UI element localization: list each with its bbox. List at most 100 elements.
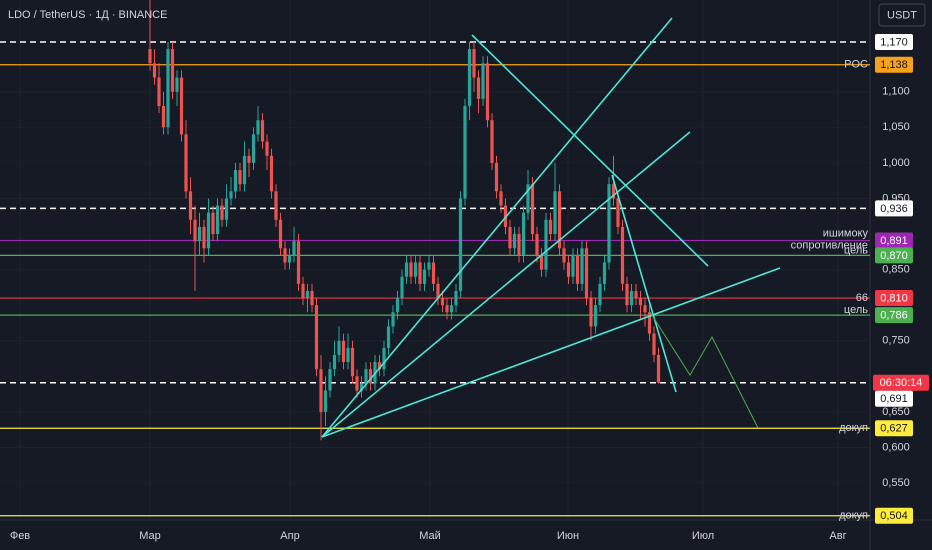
current-price-tag: 0,691 — [880, 393, 908, 405]
candle-body — [413, 262, 418, 277]
candle-body — [256, 120, 260, 135]
countdown-bg — [873, 374, 929, 391]
candle-body — [382, 347, 386, 370]
candle-body — [647, 312, 652, 334]
candle-body — [224, 198, 229, 220]
x-tick-label: Июн — [557, 530, 579, 542]
candle-body — [400, 276, 404, 299]
candle-body — [517, 234, 521, 256]
candle-body — [643, 305, 647, 313]
level-price-tag: 1,170 — [880, 36, 908, 48]
candle-body — [323, 390, 328, 412]
candle-body — [589, 298, 593, 327]
candle-body — [526, 184, 530, 213]
candle-body — [620, 226, 625, 284]
candle-body — [260, 120, 265, 142]
candle-body — [436, 283, 440, 299]
x-tick-label: Май — [419, 530, 441, 542]
candle-body — [607, 184, 611, 263]
candle-body — [431, 262, 436, 284]
level-price-tag: 0,936 — [880, 203, 908, 215]
level-price-tag: 1,138 — [880, 59, 908, 71]
trendline — [471, 34, 709, 267]
currency-button-label[interactable]: USDT — [887, 9, 917, 21]
candle-body — [287, 255, 292, 263]
level-price-tag-bg — [875, 307, 913, 324]
level-price-tag-bg — [875, 33, 913, 50]
chart-title: LDO / TetherUS · 1Д · BINANCE — [8, 9, 167, 21]
candle-body — [449, 305, 454, 313]
candle-body — [179, 77, 184, 135]
candle-body — [188, 191, 193, 220]
level-price-tag: 0,786 — [880, 310, 908, 322]
level-price-tag: 0,810 — [880, 292, 908, 304]
candle-body — [193, 219, 197, 242]
level-price-tag-bg — [875, 420, 913, 437]
candle-body — [562, 248, 566, 263]
candle-body — [422, 269, 427, 284]
trendline — [611, 174, 677, 393]
candle-body — [355, 376, 359, 391]
candle-body — [454, 290, 458, 306]
y-tick-label: 1,000 — [882, 157, 910, 169]
x-tick-label: Июл — [692, 530, 714, 542]
candle-body — [535, 234, 539, 256]
candle-body — [494, 162, 499, 192]
trendline — [321, 17, 673, 438]
candle-body — [269, 155, 274, 192]
candle-body — [292, 241, 296, 256]
y-tick-label: 0,850 — [882, 264, 910, 276]
current-price-tag-bg — [875, 390, 913, 407]
trendline — [321, 131, 691, 438]
candle-body — [521, 212, 526, 256]
levels: POCишимокусопротивлениецель66цельдокупдо… — [0, 41, 870, 522]
projection-path — [649, 311, 759, 429]
candle-body — [544, 219, 548, 270]
level-price-tag-bg — [875, 232, 913, 249]
level-price-tag-bg — [875, 507, 913, 524]
x-tick-label: Фев — [10, 530, 30, 542]
candle-body — [629, 290, 634, 306]
candle-body — [553, 191, 557, 235]
axes: 1,1001,0501,0000,9500,8500,7500,6500,600… — [10, 33, 929, 542]
candle-body — [278, 219, 283, 249]
candle-body — [346, 347, 350, 363]
level-text: ишимоку — [823, 227, 869, 239]
candle-body — [584, 248, 589, 299]
candle-body — [472, 49, 476, 78]
candle-body — [467, 49, 472, 106]
x-tick-label: Апр — [280, 530, 299, 542]
level-text: докуп — [839, 510, 868, 522]
candle-body — [305, 290, 310, 299]
candle-body — [440, 298, 445, 306]
candle-body — [184, 134, 188, 192]
candle-body — [161, 105, 166, 128]
level-price-tag: 0,891 — [880, 235, 908, 247]
candle-body — [332, 354, 337, 370]
candle-body — [170, 49, 175, 92]
candle-body — [220, 205, 224, 220]
x-tick-label: Мар — [139, 530, 161, 542]
candle-body — [512, 234, 517, 249]
candle-body — [638, 298, 643, 306]
candle-body — [211, 212, 215, 235]
candle-body — [458, 198, 463, 291]
candle-body — [593, 305, 598, 327]
candle-body — [274, 191, 278, 220]
candle-body — [148, 49, 152, 64]
candle-body — [445, 305, 449, 313]
level-price-tag-bg — [875, 247, 913, 264]
x-tick-label: Авг — [829, 530, 846, 542]
candle-body — [328, 369, 332, 391]
candle-body — [476, 77, 481, 99]
level-price-tag: 0,627 — [880, 423, 908, 435]
candle-body — [499, 191, 503, 206]
candle-body — [319, 369, 323, 412]
candle-body — [283, 248, 287, 263]
candle-body — [310, 290, 314, 306]
candle-body — [656, 354, 661, 383]
currency-button[interactable] — [878, 3, 926, 27]
candle-body — [377, 362, 382, 370]
candle-body — [301, 283, 305, 299]
